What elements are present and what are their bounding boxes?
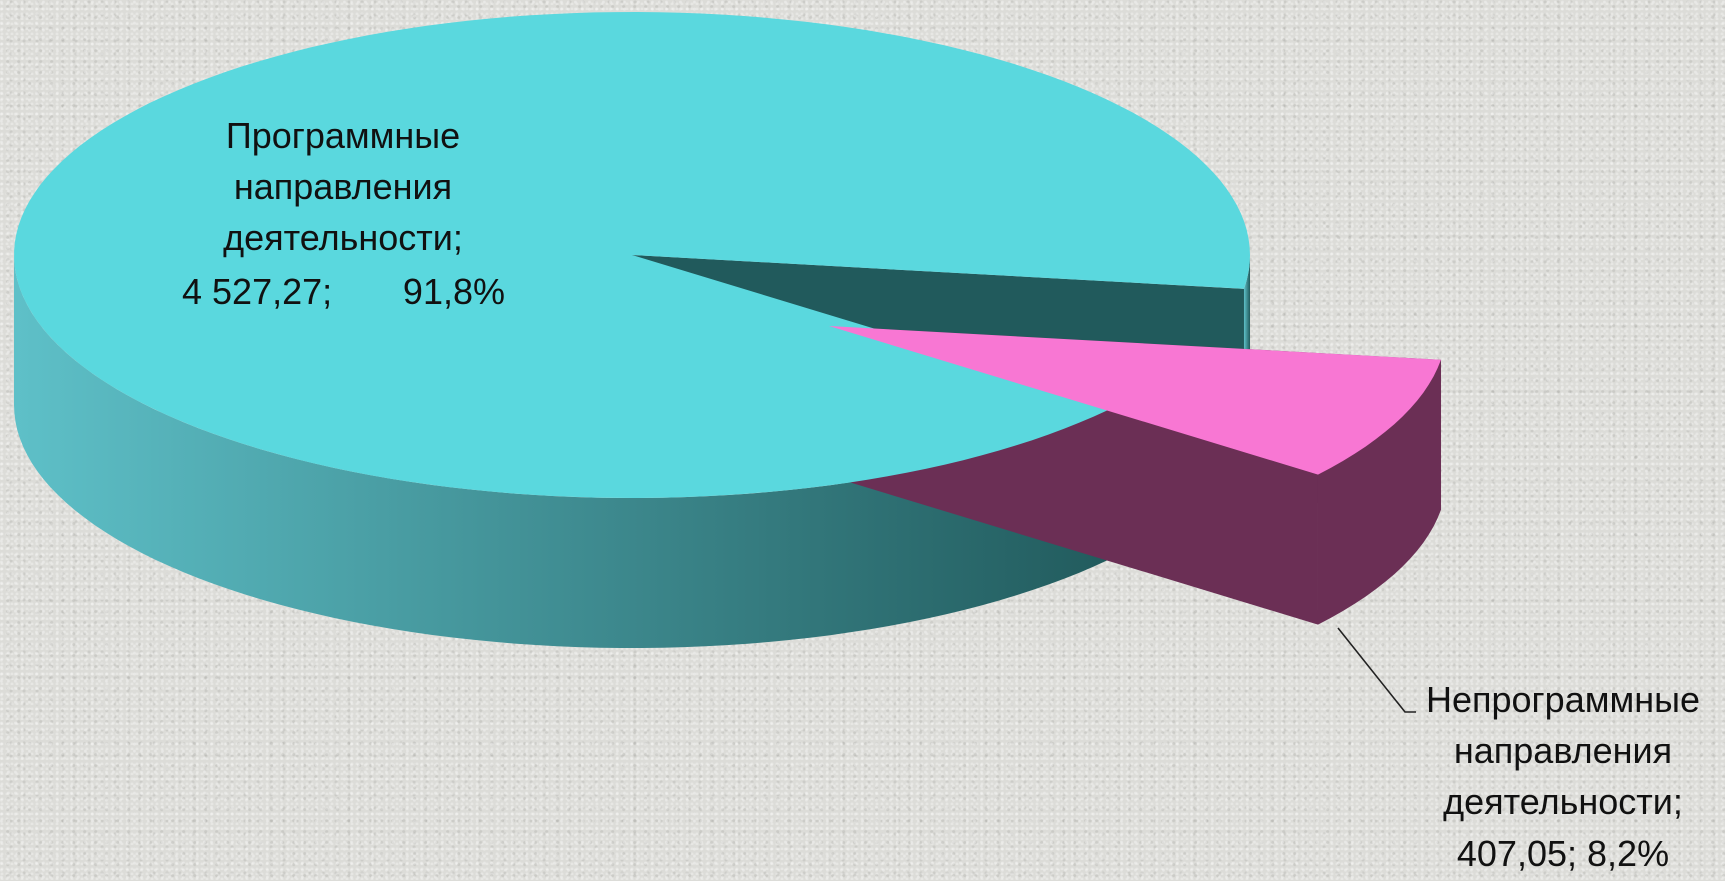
slice-0-top [14, 12, 1251, 498]
label-1-line-2: деятельности; [1443, 781, 1683, 822]
label-1-line-0: Непрограммные [1426, 679, 1700, 720]
slice-1-outer-side [1318, 359, 1441, 625]
label-1-percent: 8,2% [1587, 833, 1669, 874]
label-1-space [1577, 833, 1587, 874]
slice-1-top [829, 326, 1441, 475]
label-1-value-percent: 407,05; 8,2% [1457, 833, 1669, 874]
label-1-value: 407,05; [1457, 833, 1577, 874]
label-0-line-0: Программные [226, 115, 460, 156]
pie-labels: Программные направления деятельности; 4 … [182, 115, 1700, 874]
label-1-line-1: направления [1454, 730, 1672, 771]
pie-tops [14, 12, 1441, 498]
label-0-value: 4 527,27; [182, 271, 332, 312]
label-0-line-2: деятельности; [223, 217, 463, 258]
leader-line-1 [1337, 627, 1416, 713]
slice-0-outer-side [14, 255, 1121, 648]
label-0-percent: 91,8% [403, 271, 505, 312]
label-0-line-1: направления [234, 166, 452, 207]
